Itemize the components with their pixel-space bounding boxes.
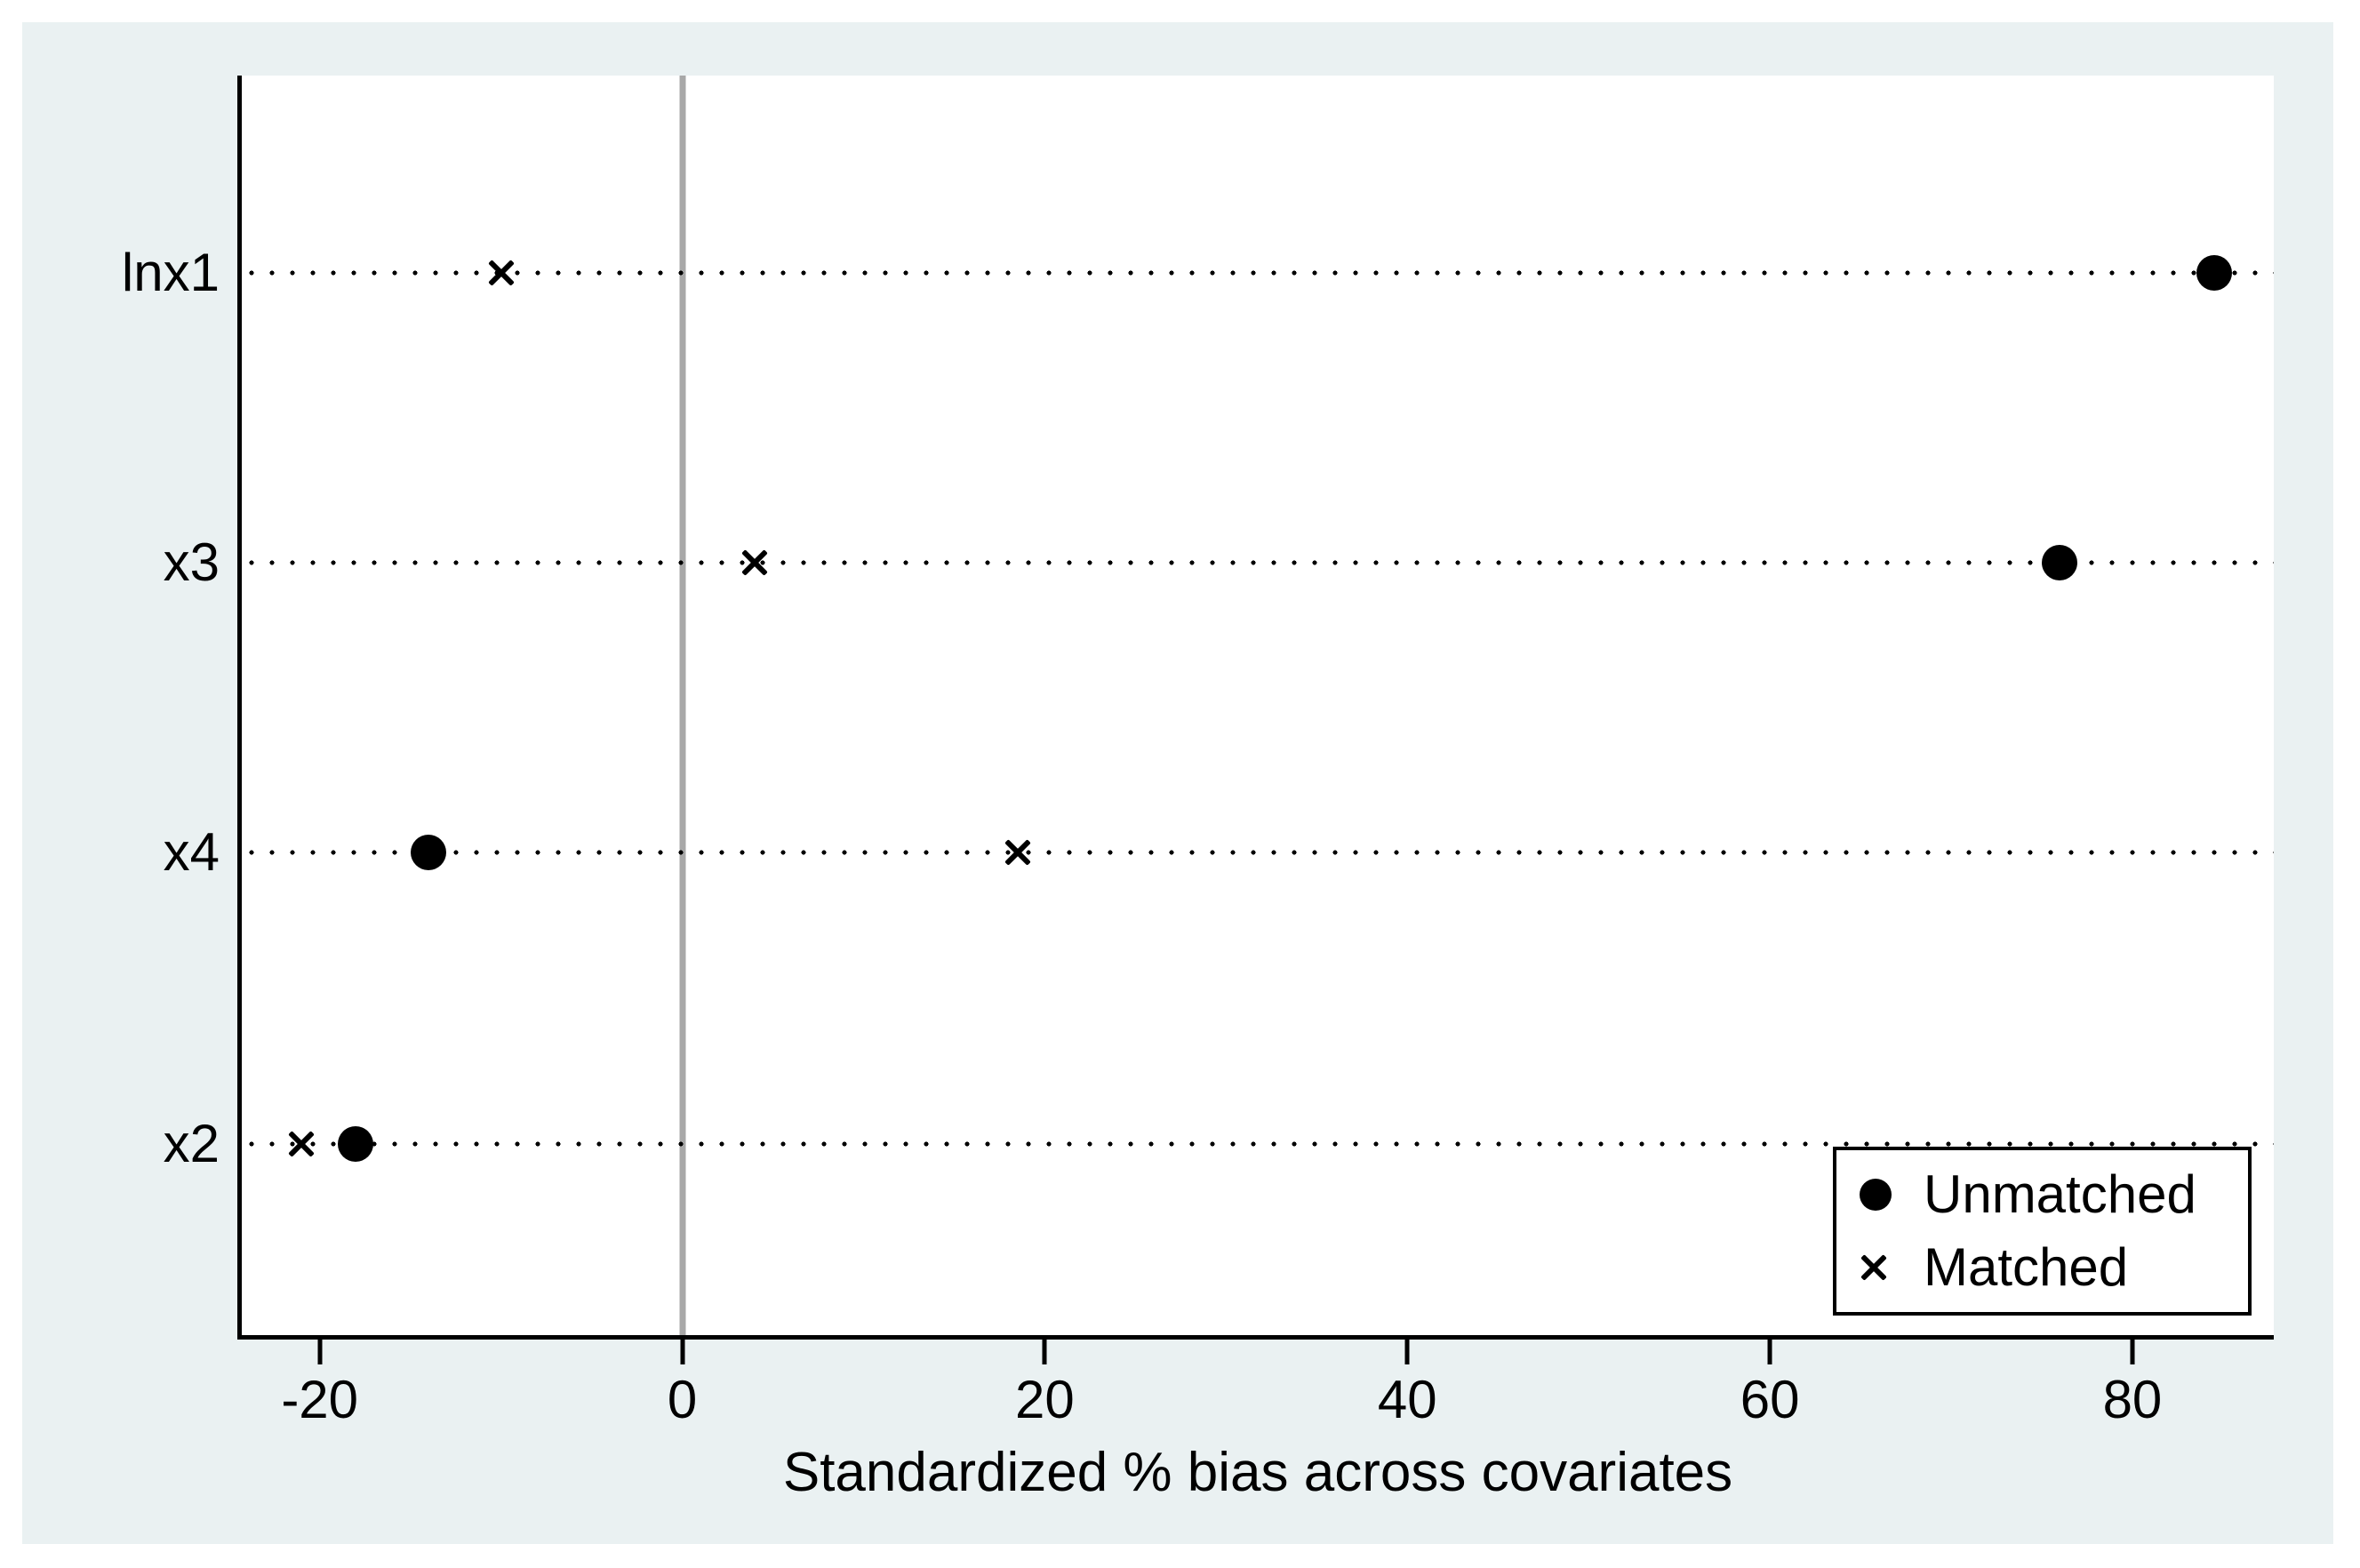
- zero-reference-line: [679, 76, 686, 1335]
- y-axis-label-lnx1: lnx1: [121, 243, 220, 303]
- x-axis-tick: [317, 1340, 323, 1364]
- x-axis-tick-label: -20: [281, 1370, 359, 1429]
- legend: Unmatched Matched: [1833, 1147, 2252, 1316]
- x-axis-tick: [1042, 1340, 1047, 1364]
- plot-area: Standardized % bias across covariates Un…: [237, 76, 2274, 1502]
- x-axis-line: [237, 1335, 2274, 1340]
- unmatched-point-lnx1: [2196, 255, 2232, 292]
- graph-background: Standardized % bias across covariates Un…: [22, 22, 2333, 1544]
- unmatched-point-x3: [2042, 545, 2078, 581]
- unmatched-point-x4: [411, 835, 447, 871]
- legend-marker-cell: [1860, 1253, 1924, 1282]
- x-cross-marker-icon: [1860, 1253, 1888, 1282]
- legend-label-unmatched: Unmatched: [1924, 1164, 2196, 1224]
- x-axis-tick: [1404, 1340, 1410, 1364]
- dotted-guide-line: [242, 850, 2274, 856]
- y-axis-label-x3: x3: [163, 532, 220, 593]
- legend-item-matched: Matched: [1860, 1239, 2248, 1296]
- dotted-guide-line: [242, 1140, 2274, 1147]
- y-axis-label-x4: x4: [163, 822, 220, 883]
- x-axis-tick-label: 60: [1740, 1370, 1800, 1429]
- filled-circle-marker-icon: [1860, 1179, 1892, 1211]
- legend-marker-cell: [1860, 1179, 1924, 1211]
- y-axis-line: [237, 76, 242, 1340]
- legend-label-matched: Matched: [1924, 1237, 2129, 1297]
- matched-point-x2: [287, 1130, 316, 1158]
- x-axis-tick-label: 40: [1377, 1370, 1437, 1429]
- x-axis-tick: [2130, 1340, 2135, 1364]
- matched-point-x3: [740, 548, 769, 577]
- dotted-guide-line: [242, 560, 2274, 566]
- legend-item-unmatched: Unmatched: [1860, 1166, 2248, 1223]
- x-axis-tick: [680, 1340, 685, 1364]
- x-axis-tick-label: 0: [667, 1370, 698, 1429]
- x-axis-title: Standardized % bias across covariates: [782, 1442, 1733, 1503]
- x-axis-tick-label: 20: [1015, 1370, 1075, 1429]
- x-axis-tick-label: 80: [2102, 1370, 2163, 1429]
- matched-point-x4: [1004, 838, 1032, 867]
- y-axis-label-x2: x2: [163, 1113, 220, 1173]
- x-axis-tick: [1767, 1340, 1772, 1364]
- unmatched-point-x2: [338, 1125, 374, 1162]
- matched-point-lnx1: [487, 259, 516, 287]
- dotted-guide-line: [242, 270, 2274, 276]
